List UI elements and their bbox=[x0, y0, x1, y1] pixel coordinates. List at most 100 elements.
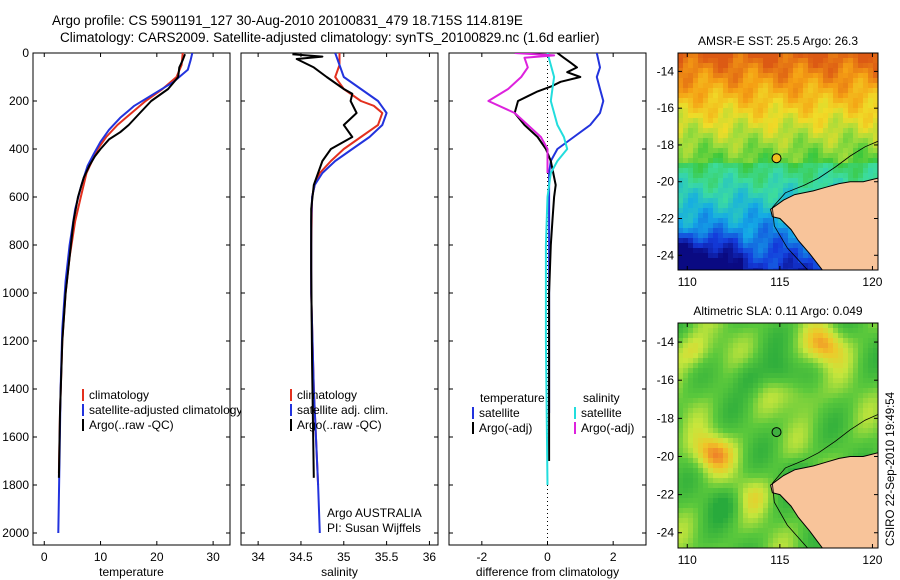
map-cell bbox=[683, 478, 689, 484]
map-cell bbox=[778, 358, 784, 364]
map-cell bbox=[688, 73, 694, 79]
map-cell bbox=[693, 123, 699, 129]
map-cell bbox=[708, 438, 714, 444]
map-cell bbox=[853, 323, 859, 329]
map-cell bbox=[808, 458, 814, 464]
map-cell bbox=[833, 68, 839, 74]
map-cell bbox=[713, 398, 719, 404]
map-cell bbox=[753, 503, 759, 509]
map-cell bbox=[868, 368, 874, 374]
map-cell bbox=[813, 353, 819, 359]
legend-entry: Argo(-adj) bbox=[479, 421, 532, 435]
map-cell bbox=[743, 143, 749, 149]
map-cell bbox=[683, 98, 689, 104]
map-cell bbox=[728, 138, 734, 144]
map-cell bbox=[703, 343, 709, 349]
map-cell bbox=[743, 343, 749, 349]
map-cell bbox=[738, 543, 744, 548]
map-cell bbox=[838, 388, 844, 394]
map-cell bbox=[743, 533, 749, 539]
map-cell bbox=[838, 423, 844, 429]
map-cell bbox=[788, 383, 794, 389]
map-cell bbox=[718, 498, 724, 504]
map-cell bbox=[753, 243, 759, 249]
map-cell bbox=[773, 128, 779, 134]
map-cell bbox=[753, 338, 759, 344]
map-cell bbox=[713, 408, 719, 414]
map-cell bbox=[733, 208, 739, 214]
map-cell bbox=[738, 108, 744, 114]
map-cell bbox=[683, 503, 689, 509]
map-cell bbox=[803, 138, 809, 144]
map-cell bbox=[688, 528, 694, 534]
map-cell bbox=[718, 153, 724, 159]
map-cell bbox=[798, 73, 804, 79]
map-cell bbox=[763, 338, 769, 344]
map-cell bbox=[688, 538, 694, 544]
map-cell bbox=[678, 178, 684, 184]
map-cell bbox=[693, 358, 699, 364]
map-cell bbox=[813, 93, 819, 99]
map-cell bbox=[823, 393, 829, 399]
map-cell bbox=[818, 123, 824, 129]
map-cell bbox=[833, 443, 839, 449]
map-cell bbox=[748, 123, 754, 129]
map-cell bbox=[708, 58, 714, 64]
map-cell bbox=[793, 453, 799, 459]
map-cell bbox=[723, 503, 729, 509]
map-cell bbox=[733, 468, 739, 474]
map-cell bbox=[778, 328, 784, 334]
map-cell bbox=[818, 378, 824, 384]
map-cell bbox=[693, 153, 699, 159]
map-cell bbox=[843, 408, 849, 414]
map-cell bbox=[728, 228, 734, 234]
map-cell bbox=[808, 343, 814, 349]
map-cell bbox=[713, 338, 719, 344]
map-cell bbox=[783, 113, 789, 119]
map-cell bbox=[678, 353, 684, 359]
map-cell bbox=[768, 253, 774, 259]
map-cell bbox=[778, 78, 784, 84]
map-cell bbox=[748, 353, 754, 359]
y-tick-label: 400 bbox=[9, 142, 29, 156]
map-cell bbox=[833, 348, 839, 354]
map-cell bbox=[823, 68, 829, 74]
map-cell bbox=[713, 198, 719, 204]
map-cell bbox=[738, 238, 744, 244]
map-cell bbox=[688, 523, 694, 529]
map-cell bbox=[718, 168, 724, 174]
map-cell bbox=[693, 88, 699, 94]
map-cell bbox=[708, 348, 714, 354]
map-cell bbox=[758, 343, 764, 349]
map-cell bbox=[758, 523, 764, 529]
map-cell bbox=[778, 228, 784, 234]
map-cell bbox=[743, 433, 749, 439]
map-cell bbox=[793, 443, 799, 449]
map-cell bbox=[733, 103, 739, 109]
map-cell bbox=[818, 353, 824, 359]
credit-text: CSIRO 22-Sep-2010 19:49:54 bbox=[885, 391, 897, 546]
map-cell bbox=[708, 153, 714, 159]
map-cell bbox=[703, 53, 709, 59]
map-cell bbox=[743, 463, 749, 469]
map-cell bbox=[683, 193, 689, 199]
map-cell bbox=[863, 348, 869, 354]
map-cell bbox=[728, 53, 734, 59]
y-tick-label: -20 bbox=[657, 175, 675, 189]
map-cell bbox=[798, 448, 804, 454]
map-cell bbox=[698, 543, 704, 548]
map-cell bbox=[683, 523, 689, 529]
map-cell bbox=[743, 473, 749, 479]
map-cell bbox=[758, 123, 764, 129]
map-cell bbox=[748, 163, 754, 169]
map-cell bbox=[763, 113, 769, 119]
map-cell bbox=[693, 203, 699, 209]
map-cell bbox=[773, 83, 779, 89]
map-cell bbox=[683, 403, 689, 409]
map-cell bbox=[768, 418, 774, 424]
map-cell bbox=[723, 103, 729, 109]
map-cell bbox=[773, 258, 779, 264]
map-cell bbox=[703, 523, 709, 529]
map-cell bbox=[773, 53, 779, 59]
map-cell bbox=[798, 378, 804, 384]
